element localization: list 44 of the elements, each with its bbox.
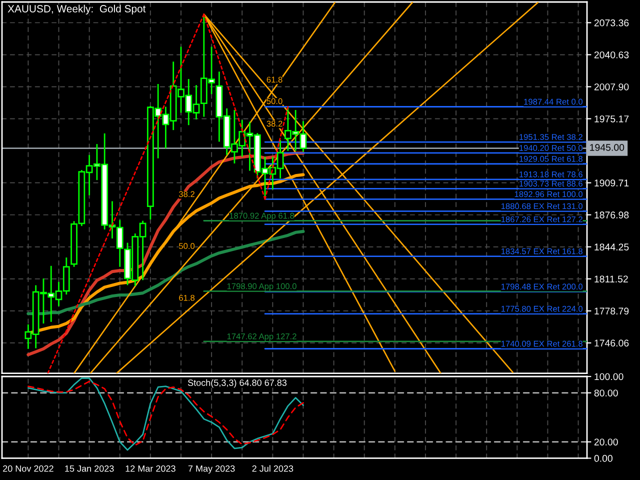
y-tick-label: 0.00 bbox=[594, 454, 612, 462]
chart-title: Stoch(5,3,3) 64.80 67.83 bbox=[188, 379, 287, 388]
ref-line-label: 1945.00 bbox=[590, 144, 624, 151]
annotation: 50.0 bbox=[266, 98, 282, 104]
annotation: 1940.20 Ret 50.0 bbox=[520, 145, 583, 151]
annotation: 1775.80 EX Ret 224.0 bbox=[501, 306, 583, 312]
annotation: 1913.18 Ret 78.6 bbox=[520, 171, 582, 178]
annotation: 1892.96 Ret 100.0 bbox=[514, 191, 583, 198]
annotation: 1740.09 EX Ret 261.8 bbox=[501, 340, 582, 347]
y-tick-label: 2040.63 bbox=[594, 51, 629, 58]
y-tick-label: 1844.25 bbox=[594, 244, 629, 250]
annotation: 61.8 bbox=[179, 294, 195, 301]
annotation: 1903.73 Ret 88.6 bbox=[520, 180, 582, 187]
y-tick-label: 1811.52 bbox=[594, 276, 628, 282]
y-tick-label: 1778.79 bbox=[594, 308, 629, 315]
chart-title: XAUUSD, Weekly: Gold Spot bbox=[8, 4, 146, 14]
annotation: 1798.90 App 100.0 bbox=[227, 283, 296, 291]
y-tick-label: 1746.06 bbox=[594, 340, 629, 347]
annotation: 1870.92 App 61.8 bbox=[230, 212, 294, 220]
x-tick-label: 7 May 2023 bbox=[188, 465, 235, 474]
y-tick-label: 80.00 bbox=[594, 390, 618, 396]
x-tick-label: 12 Mar 2023 bbox=[126, 465, 176, 472]
annotation: 1951.35 Ret 38.2 bbox=[520, 134, 582, 140]
annotation: 1867.26 EX Ret 127.2 bbox=[501, 216, 582, 222]
y-tick-label: 1975.17 bbox=[594, 115, 629, 122]
y-tick-label: 2007.90 bbox=[594, 83, 629, 90]
annotation: 38.2 bbox=[178, 191, 194, 198]
y-tick-label: 2073.36 bbox=[594, 19, 629, 26]
annotation: 1880.68 EX Ret 131.0 bbox=[501, 203, 583, 210]
x-tick-label: 15 Jan 2023 bbox=[65, 465, 114, 472]
y-tick-label: 1876.98 bbox=[594, 212, 629, 218]
annotation: 1798.48 EX Ret 200.0 bbox=[501, 284, 583, 290]
y-tick-label: 1909.71 bbox=[594, 180, 629, 186]
y-tick-label: 100.00 bbox=[594, 373, 624, 380]
annotation: 61.8 bbox=[266, 76, 282, 83]
x-tick-label: 20 Nov 2022 bbox=[3, 465, 54, 472]
annotation: 38.2 bbox=[266, 120, 282, 127]
y-tick-label: 20.00 bbox=[594, 438, 618, 446]
x-tick-label: 2 Jul 2023 bbox=[252, 465, 294, 472]
annotation: 1929.05 Ret 61.8 bbox=[520, 156, 582, 162]
annotation: 1987.44 Ret 0.0 bbox=[524, 98, 583, 105]
annotation: 1834.57 EX Ret 161.8 bbox=[501, 248, 582, 254]
annotation: 50.0 bbox=[179, 243, 195, 249]
annotation: 1747.62 App 127.2 bbox=[227, 333, 296, 341]
